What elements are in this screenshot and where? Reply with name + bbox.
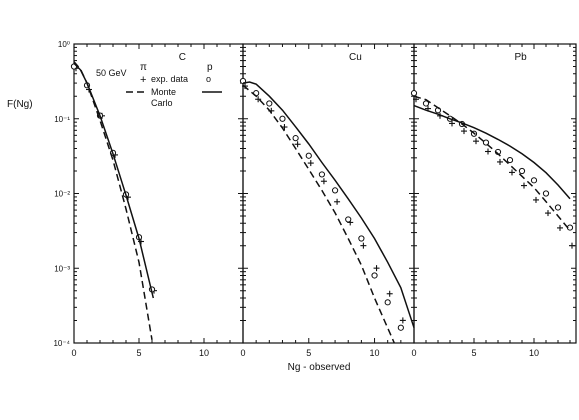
x-tick-label: 5 [471,348,476,358]
x-tick-label: 10 [370,348,380,358]
legend-mc-label-2: Carlo [151,98,173,108]
legend-exp-circle: o [206,74,211,84]
data-point-plus [399,317,406,324]
series-solid-line [73,62,155,299]
data-point-circle [542,190,550,197]
data-point-circle [279,115,286,122]
data-point-circle [518,167,526,175]
panel-label: C [179,52,186,63]
data-point-circle [410,90,418,97]
legend-col-pi: π [140,62,147,73]
legend-mc-label-1: Monte [151,87,176,97]
data-point-circle [384,299,391,306]
legend-col-p: p [207,62,213,73]
x-tick-label: 5 [306,348,311,358]
series-solid-line [242,81,415,328]
data-point-circle [305,152,312,159]
panel-label: Cu [349,52,362,63]
panel-2: Pb 0 5 10 [410,43,577,358]
y-tick-labels: 10⁻⁴ 10⁻³ 10⁻² 10⁻¹ 10⁰ [53,40,70,348]
data-point-plus [294,141,301,148]
legend: 50 GeV π p + exp. data o Monte Carlo [96,62,222,108]
data-point-plus [461,128,467,135]
panel-label: Pb [514,52,527,63]
panels-layer: C 0 5 10 Cu 0 5 10 Pb 0 5 10 10⁻⁴ 10⁻³ 10⁻² 10⁻¹ 10⁰ [53,40,577,358]
x-tick-label: 0 [71,348,76,358]
data-point-plus [449,120,455,127]
data-point-plus [255,96,262,103]
data-point-plus [521,182,527,189]
data-point-circle [371,272,378,279]
y-tick-label: 10⁰ [58,40,70,49]
data-point-plus [360,242,367,249]
data-point-plus [509,169,515,176]
data-point-plus [557,224,563,231]
panel-frame [242,43,415,344]
x-tick-label: 0 [411,348,416,358]
data-point-circle [292,135,299,142]
panel-1: Cu 0 5 10 [239,43,415,358]
series-dashed-line [73,61,153,341]
series-dashed-line [413,95,571,231]
y-axis-label: F(Ng) [7,99,33,110]
data-point-circle [554,204,562,211]
legend-exp-label: exp. data [151,74,188,84]
x-tick-label: 5 [136,348,141,358]
data-point-plus [545,210,551,217]
data-point-circle [345,216,352,223]
legend-exp-plus: + [140,74,146,86]
legend-energy: 50 GeV [96,68,127,78]
panel-frame [413,43,577,344]
data-point-circle [422,100,430,107]
data-point-plus [373,265,380,272]
data-point-plus [569,242,575,249]
data-point-plus [386,290,393,297]
x-axis-label: Ng - observed [288,362,351,373]
y-tick-label: 10⁻³ [54,264,70,273]
data-point-circle [331,187,339,194]
data-point-circle [358,235,365,242]
data-point-plus [320,178,327,185]
data-point-circle [397,324,404,331]
x-tick-label: 10 [529,348,539,358]
series-dashed-line [242,84,395,344]
data-point-circle [530,177,538,184]
data-point-circle [318,171,326,178]
x-tick-label: 0 [240,348,245,358]
y-tick-label: 10⁻² [54,190,70,199]
data-point-circle [266,100,273,107]
data-point-plus [485,148,491,155]
data-point-circle [506,156,514,164]
data-point-plus [497,158,503,165]
y-tick-label: 10⁻¹ [54,115,70,124]
data-point-plus [334,198,341,205]
x-tick-label: 10 [199,348,209,358]
data-point-plus [473,138,479,145]
data-point-plus [533,196,539,203]
series-solid-line [413,104,571,200]
y-tick-label: 10⁻⁴ [53,339,70,348]
data-point-plus [307,160,314,167]
